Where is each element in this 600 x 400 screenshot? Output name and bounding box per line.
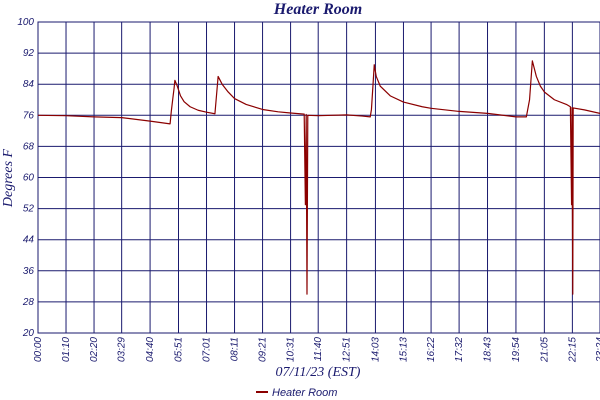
x-tick-label: 02:20: [89, 337, 100, 362]
x-tick-label: 00:00: [33, 337, 44, 362]
y-tick-label: 60: [23, 173, 35, 184]
y-tick-label: 92: [23, 48, 35, 59]
series-group: [37, 60, 600, 295]
x-tick-label: 12:51: [342, 337, 353, 362]
series-line-heater-room: [37, 60, 600, 295]
y-tick-label: 44: [23, 235, 35, 246]
x-axis-label: 07/11/23 (EST): [276, 365, 361, 380]
legend: Heater Room: [256, 387, 337, 399]
chart-title: Heater Room: [273, 1, 362, 18]
y-tick-label: 20: [22, 328, 35, 339]
x-tick-label: 01:10: [61, 337, 72, 362]
x-tick-label: 11:40: [313, 337, 324, 362]
y-tick-label: 36: [23, 266, 35, 277]
x-tick-label: 23:24: [595, 337, 600, 363]
x-tick-label: 18:43: [483, 337, 494, 362]
x-tick-label: 07:01: [202, 337, 213, 362]
y-tick-label: 84: [23, 79, 35, 90]
y-tick-label: 76: [23, 110, 35, 121]
x-tick-label: 10:31: [286, 337, 297, 362]
x-tick-label: 03:29: [117, 337, 128, 362]
x-tick-label: 08:11: [230, 337, 241, 361]
x-tick-label: 22:15: [567, 337, 578, 363]
x-tick-label: 09:21: [258, 337, 269, 362]
x-tick-labels: 00:00 01:10 02:20 03:29 04:40 05:51 07:01 08:11…: [33, 337, 600, 363]
x-tick-label: 05:51: [174, 337, 185, 362]
x-tick-label: 19:54: [511, 337, 522, 362]
legend-label: Heater Room: [272, 387, 337, 399]
y-tick-label: 52: [23, 204, 35, 215]
y-tick-label: 100: [17, 17, 34, 28]
y-axis-label: Degrees F: [1, 148, 16, 208]
y-tick-label: 28: [22, 297, 35, 308]
x-tick-label: 14:03: [370, 337, 381, 362]
plot-frame: [37, 21, 600, 334]
x-tick-label: 04:40: [145, 337, 156, 362]
x-tick-label: 16:22: [426, 337, 437, 362]
y-tick-label: 68: [23, 141, 35, 152]
y-tick-labels: 20 28 36 44 52 60 68 76 84 92 100: [17, 17, 34, 339]
x-tick-label: 21:05: [539, 337, 550, 363]
x-tick-label: 15:13: [398, 337, 409, 362]
x-tick-label: 17:32: [454, 337, 465, 362]
